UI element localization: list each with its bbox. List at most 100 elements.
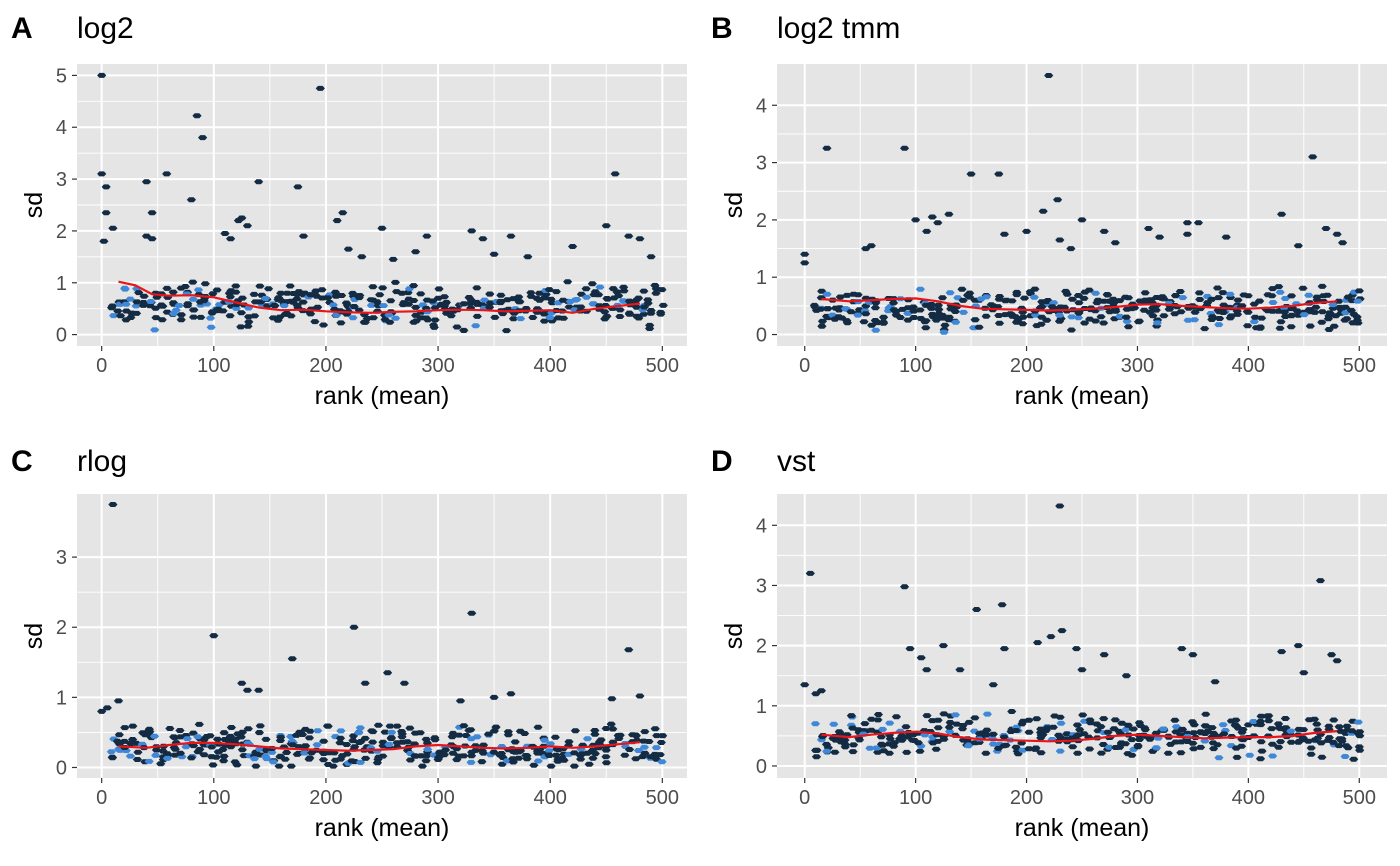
hexbin-cell-outlier [646, 254, 656, 260]
hexbin-cell [1041, 299, 1051, 305]
hexbin-cell [810, 721, 820, 727]
panel-title-c: rlog [77, 445, 128, 478]
hexbin-cell-outlier [800, 682, 810, 688]
hexbin-cell [131, 303, 141, 309]
hexbin-cell [273, 317, 283, 323]
hexbin-cell [657, 287, 667, 293]
hexbin-cell [939, 329, 949, 335]
hexbin-cell-outlier [816, 688, 826, 694]
hexbin-cell [1264, 718, 1274, 724]
hexbin-cell [1096, 724, 1106, 730]
y-tick-label: 0 [56, 757, 67, 779]
hexbin-cell [384, 742, 394, 747]
hexbin-cell [472, 313, 482, 319]
hexbin-cell [495, 752, 505, 758]
hexbin-cell [1196, 744, 1206, 750]
hexbin-cell [1267, 293, 1277, 299]
hexbin-cell-outlier [226, 236, 236, 242]
hexbin-cell [1111, 308, 1121, 314]
hexbin-cell [237, 747, 247, 753]
hexbin-cell [200, 281, 210, 287]
hexbin-cell [1243, 722, 1253, 728]
hexbin-cell-outlier [192, 113, 202, 119]
hexbin-cell [1056, 720, 1066, 726]
hexbin-cell [416, 291, 426, 297]
hexbin-cell [840, 737, 850, 743]
hexbin-cell [1334, 724, 1344, 730]
hexbin-cell [651, 745, 661, 751]
hexbin-cell [639, 304, 649, 310]
hexbin-cell [1017, 740, 1027, 746]
hexbin-cell [840, 306, 850, 312]
hexbin-cell [1298, 285, 1308, 291]
hexbin-cell [409, 319, 419, 325]
hexbin-cell-outlier [568, 244, 578, 249]
hexbin-cell [439, 294, 449, 300]
panel-b: 0 100 200 300 400 500 0 1 2 3 4 rank (mean) sd [720, 64, 1387, 410]
panel-a: 0 100 200 300 400 500 0 1 2 3 4 5 rank (mean) sd [20, 64, 687, 410]
hexbin-cell [208, 762, 218, 768]
hexbin-cell [1134, 737, 1144, 742]
hexbin-cell [188, 296, 198, 302]
hexbin-cell [1317, 319, 1327, 325]
hexbin-cell [151, 305, 161, 311]
hexbin-cell [107, 303, 117, 309]
hexbin-cell [162, 285, 172, 291]
hexbin-cell [471, 323, 481, 329]
hexbin-cell [618, 298, 628, 304]
hexbin-cell [1120, 741, 1130, 747]
hexbin-cell-outlier [254, 179, 264, 185]
hexbin-cell [310, 319, 320, 325]
x-tick-label: 200 [1010, 355, 1043, 377]
hexbin-cell [1133, 743, 1143, 748]
hexbin-cell [231, 305, 241, 311]
hexbin-cell [384, 312, 394, 318]
hexbin-cell [1306, 745, 1316, 751]
hexbin-cell [232, 762, 242, 768]
hexbin-cell-outlier [360, 680, 370, 686]
hexbin-cell [1073, 293, 1083, 298]
hexbin-cell [1054, 312, 1065, 318]
x-tick-label: 100 [899, 355, 932, 377]
hexbin-cell [354, 307, 364, 313]
hexbin-cell-outlier [97, 708, 107, 714]
hexbin-cell [866, 716, 876, 722]
hexbin-cell [1347, 728, 1357, 734]
y-tick-label: 3 [56, 547, 67, 569]
hexbin-cell [1207, 296, 1217, 302]
hexbin-cell [981, 313, 991, 319]
hexbin-cell [915, 286, 925, 292]
hexbin-cell [1068, 744, 1078, 750]
hexbin-cell-outlier [900, 584, 910, 590]
hexbin-cell [861, 311, 871, 317]
hexbin-cell [390, 279, 400, 285]
hexbin-cell-outlier [1182, 231, 1192, 237]
hexbin-cell [1349, 756, 1359, 762]
hexbin-cell-outlier [1144, 226, 1154, 231]
hexbin-cell [835, 294, 845, 300]
hexbin-cell-outlier [1277, 211, 1287, 217]
hexbin-cell-outlier [955, 667, 965, 673]
hexbin-cell [1225, 315, 1235, 321]
hexbin-cell [1189, 730, 1199, 736]
hexbin-cell [162, 755, 172, 761]
hexbin-cell [926, 302, 937, 307]
hexbin-cell [294, 744, 304, 750]
x-tick-label: 200 [1010, 787, 1043, 809]
hexbin-cell [870, 305, 880, 311]
hexbin-cell [439, 752, 449, 758]
hexbin-cell [168, 300, 178, 306]
hexbin-cell [375, 292, 385, 298]
hexbin-cell [958, 297, 968, 303]
hexbin-cell [1340, 754, 1350, 759]
hexbin-cell [1334, 743, 1344, 749]
hexbin-cell [249, 756, 259, 762]
hexbin-cell [1274, 284, 1284, 290]
hexbin-cell-outlier [997, 602, 1007, 608]
hexbin-cell [544, 752, 554, 758]
hexbin-cell [822, 306, 832, 312]
hexbin-cell-outlier [944, 211, 954, 217]
hexbin-cell [834, 729, 844, 735]
hexbin-cell [459, 723, 469, 729]
hexbin-cell [876, 734, 886, 740]
